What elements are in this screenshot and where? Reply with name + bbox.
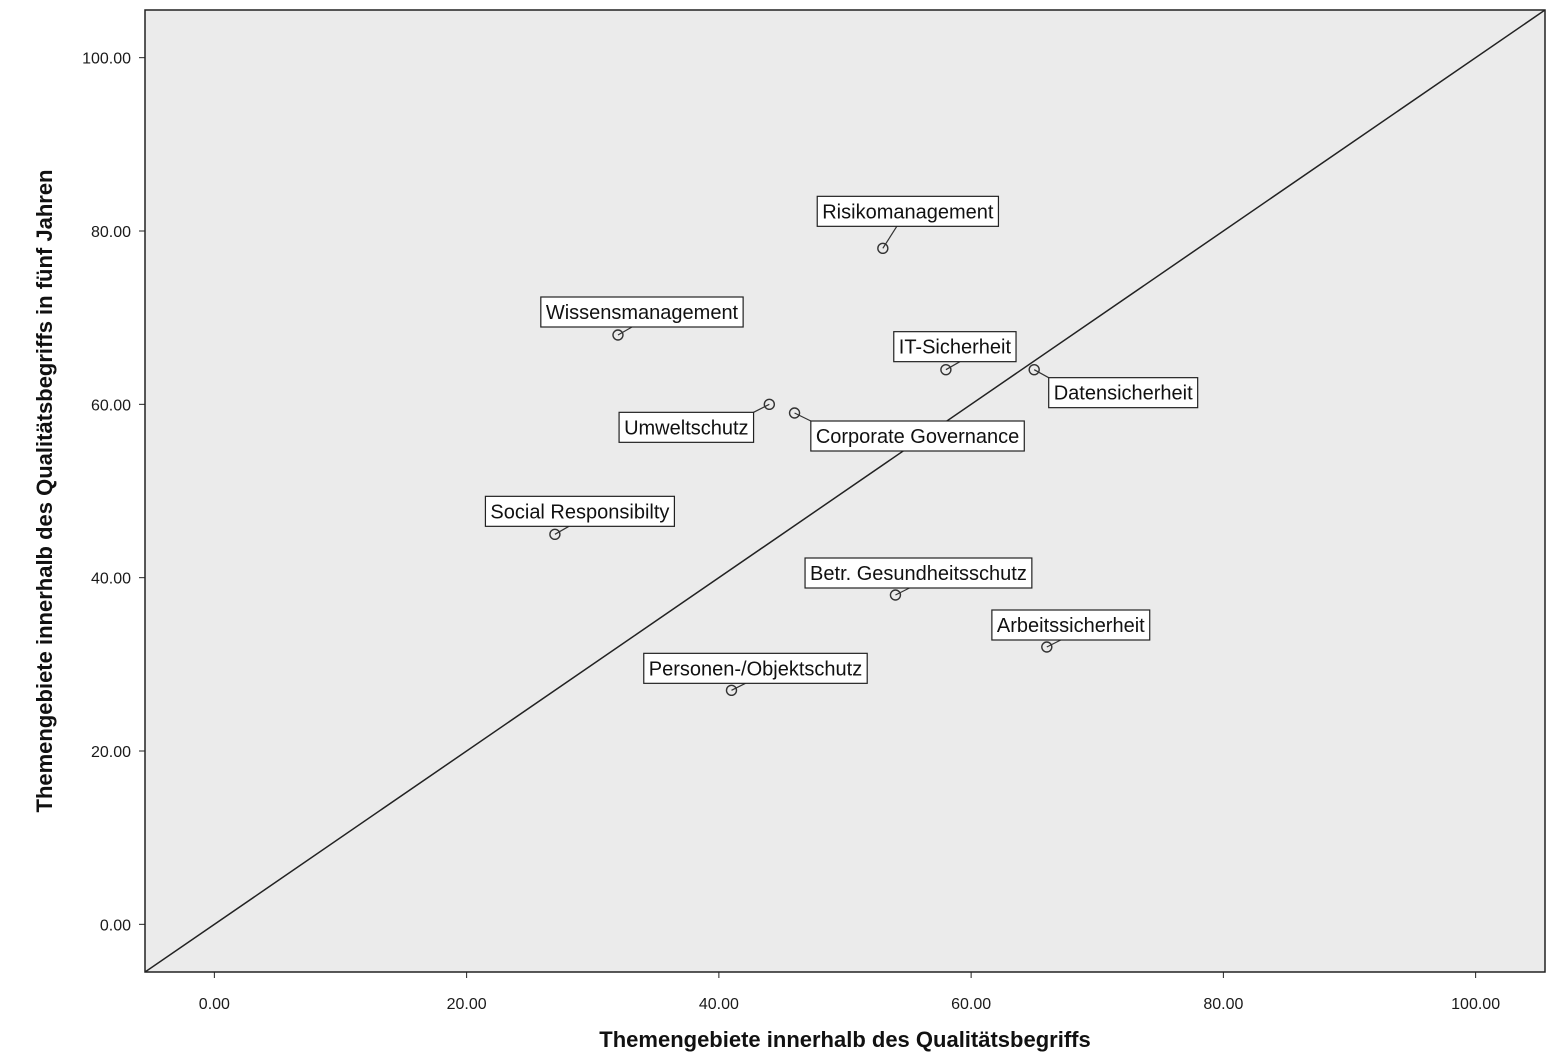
point-label-box (1048, 377, 1199, 409)
data-point-social-responsibilty: Social Responsibilty (484, 495, 676, 541)
point-label: Arbeitssicherheit (997, 615, 1145, 637)
point-marker (725, 684, 738, 697)
point-label-box (643, 652, 868, 684)
label-leader-line (753, 403, 770, 413)
x-axis-ticks: 0.00 20.00 40.00 60.00 80.00 100.00 (199, 972, 1500, 1013)
x-tick-label: 40.00 (699, 996, 739, 1013)
label-leader-line (945, 361, 961, 371)
label-leader-line (554, 525, 570, 535)
point-marker (788, 407, 801, 419)
point-marker (889, 589, 902, 601)
point-label: Corporate Governance (816, 426, 1019, 448)
point-label: Wissensmanagement (546, 302, 739, 324)
y-tick-label: 60.00 (91, 397, 131, 414)
data-points: Risikomanagement Wissensmanagement IT-Sich… (484, 195, 1199, 697)
point-marker (763, 398, 776, 411)
y-tick-label: 100.00 (82, 51, 131, 68)
data-point-personen-objektschutz: Personen-/Objektschutz (643, 652, 868, 697)
point-label-box (810, 420, 1025, 452)
y-axis-title: Themengebiete innerhalb des Qualitätsbeg… (32, 170, 57, 813)
data-point-wissensmanagement: Wissensmanagement (540, 296, 744, 341)
x-tick-label: 20.00 (447, 996, 487, 1013)
point-marker (549, 528, 561, 541)
data-point-datensicherheit: Datensicherheit (1028, 363, 1199, 409)
data-point-it-sicherheit: IT-Sicherheit (893, 331, 1017, 376)
point-label: Personen-/Objektschutz (649, 658, 862, 680)
point-label-box (618, 411, 755, 443)
point-label: IT-Sicherheit (899, 337, 1012, 359)
y-axis-ticks: 0.00 20.00 40.00 60.00 80.00 100.00 (82, 51, 145, 934)
reference-line-y-equals-x (145, 10, 1545, 972)
label-leader-line (1046, 639, 1062, 648)
data-point-arbeitssicherheit: Arbeitssicherheit (991, 609, 1151, 653)
y-tick-label: 80.00 (91, 224, 131, 241)
point-marker (940, 363, 952, 376)
y-tick-label: 20.00 (91, 744, 131, 761)
point-label: Risikomanagement (822, 201, 994, 223)
point-label-box (484, 495, 676, 527)
data-point-betr-gesundheitsschutz: Betr. Gesundheitsschutz (804, 557, 1033, 601)
x-tick-label: 80.00 (1203, 996, 1243, 1013)
point-marker (877, 242, 889, 255)
data-point-corporate-governance: Corporate Governance (788, 407, 1025, 452)
x-tick-label: 100.00 (1451, 996, 1500, 1013)
x-tick-label: 0.00 (199, 996, 230, 1013)
data-point-risikomanagement: Risikomanagement (816, 195, 1000, 255)
point-marker (1028, 363, 1040, 376)
point-label-box (816, 195, 1000, 227)
data-point-umweltschutz: Umweltschutz (618, 398, 776, 443)
label-leader-line (895, 587, 910, 596)
y-tick-label: 0.00 (100, 917, 131, 934)
x-tick-label: 60.00 (951, 996, 991, 1013)
point-label-box (804, 557, 1033, 589)
label-leader-line (731, 682, 746, 691)
point-label: Betr. Gesundheitsschutz (810, 563, 1027, 585)
label-leader-line (617, 326, 633, 336)
point-label: Social Responsibilty (490, 501, 669, 523)
point-marker (1041, 641, 1053, 653)
y-tick-label: 40.00 (91, 571, 131, 588)
x-axis-title: Themengebiete innerhalb des Qualitätsbeg… (599, 1027, 1090, 1052)
point-label: Datensicherheit (1054, 383, 1193, 405)
label-leader-line (1033, 369, 1049, 379)
label-leader-line (794, 412, 812, 422)
point-label-box (893, 331, 1017, 363)
point-label: Umweltschutz (624, 417, 748, 439)
point-marker (612, 329, 624, 341)
point-label-box (540, 296, 744, 328)
point-label-box (991, 609, 1151, 641)
